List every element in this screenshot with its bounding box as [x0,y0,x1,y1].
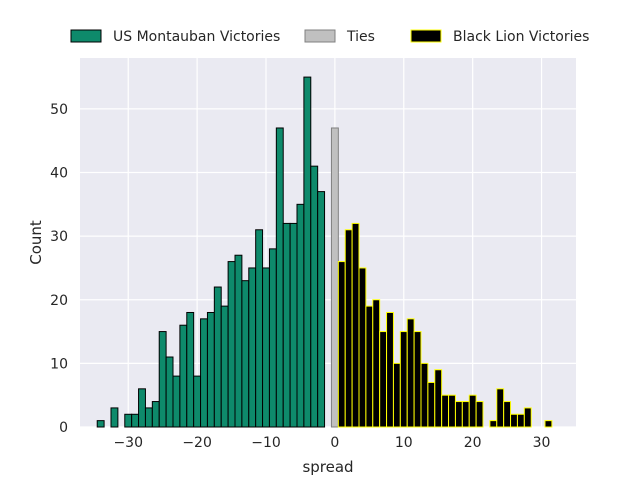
bar [427,381,436,428]
legend-item-2: Black Lion Victories [410,29,589,45]
bar [151,401,160,428]
bar [475,401,484,428]
legend: US Montauban Victories Ties Black Lion Vic… [70,29,589,45]
bar [220,305,229,428]
grid-lines [80,58,576,428]
bar [248,267,257,428]
bar [282,222,291,428]
x-tick-label: −30 [113,435,143,451]
x-axis-label: spread [302,458,353,476]
bar [468,394,477,428]
bar [392,362,401,428]
bar [523,407,532,428]
legend-swatch [70,29,102,43]
x-tick-label: 0 [330,435,339,451]
bar [351,222,360,428]
y-tick-label: 40 [50,166,68,182]
bar [303,76,312,428]
bar [448,394,456,428]
bar [461,401,470,428]
bar [255,229,264,428]
legend-label: US Montauban Victories [113,29,280,45]
y-tick-label: 10 [50,356,68,372]
series-1 [330,127,339,428]
bar [200,318,208,428]
bar [310,165,319,428]
bar [489,420,498,428]
bar [193,375,202,428]
series-2 [337,222,553,428]
legend-label: Ties [346,29,375,45]
bar [544,420,553,428]
legend-item-1: Ties [304,29,375,45]
bar [158,331,167,428]
bar [358,267,367,428]
bar [379,331,388,428]
bar [420,362,429,428]
bar [317,191,326,428]
bar [172,375,181,428]
bar [434,369,443,428]
bar [96,420,105,428]
bar [213,286,222,428]
bar [510,413,518,428]
bar [441,394,450,428]
bar [227,261,236,428]
bar [234,254,243,428]
bar [386,311,394,428]
bar [110,407,119,428]
y-tick-label: 50 [50,102,68,118]
bar [144,407,153,428]
bar [131,413,140,428]
bar [344,229,353,428]
x-tick-label: 10 [395,435,413,451]
bar [138,388,146,428]
legend-swatch [304,29,336,43]
bar [165,356,174,428]
bar [262,267,270,428]
bar [372,299,381,428]
legend-swatch [410,29,442,43]
bar [454,401,463,428]
x-tick-label: −20 [182,435,212,451]
bar [241,280,250,428]
plot-area [80,58,576,427]
bar [275,127,284,428]
bar [268,248,277,428]
bar [330,127,339,428]
bar [365,305,374,428]
bar [399,331,408,428]
bar [413,331,422,428]
bar [124,413,133,428]
bar [206,311,215,428]
bar [289,222,298,428]
bar [406,318,415,428]
x-tick-label: 30 [533,435,551,451]
bar [496,388,505,428]
y-tick-label: 30 [50,229,68,245]
legend-label: Black Lion Victories [453,29,589,45]
bar [516,413,525,428]
bar [186,311,195,428]
bar [503,401,512,428]
y-tick-label: 0 [59,420,68,436]
series-0 [96,76,326,428]
x-tick-labels: −30 −20 −10 0 10 20 30 [113,435,550,451]
x-tick-label: −10 [251,435,281,451]
bar [337,261,346,428]
bars [96,76,553,428]
x-tick-label: 20 [464,435,482,451]
y-tick-label: 20 [50,293,68,309]
bar [296,203,305,428]
y-axis-label: Count [27,220,45,265]
y-tick-labels: 0 10 20 30 40 50 [50,102,68,436]
bar [179,324,188,428]
legend-item-0: US Montauban Victories [70,29,280,45]
